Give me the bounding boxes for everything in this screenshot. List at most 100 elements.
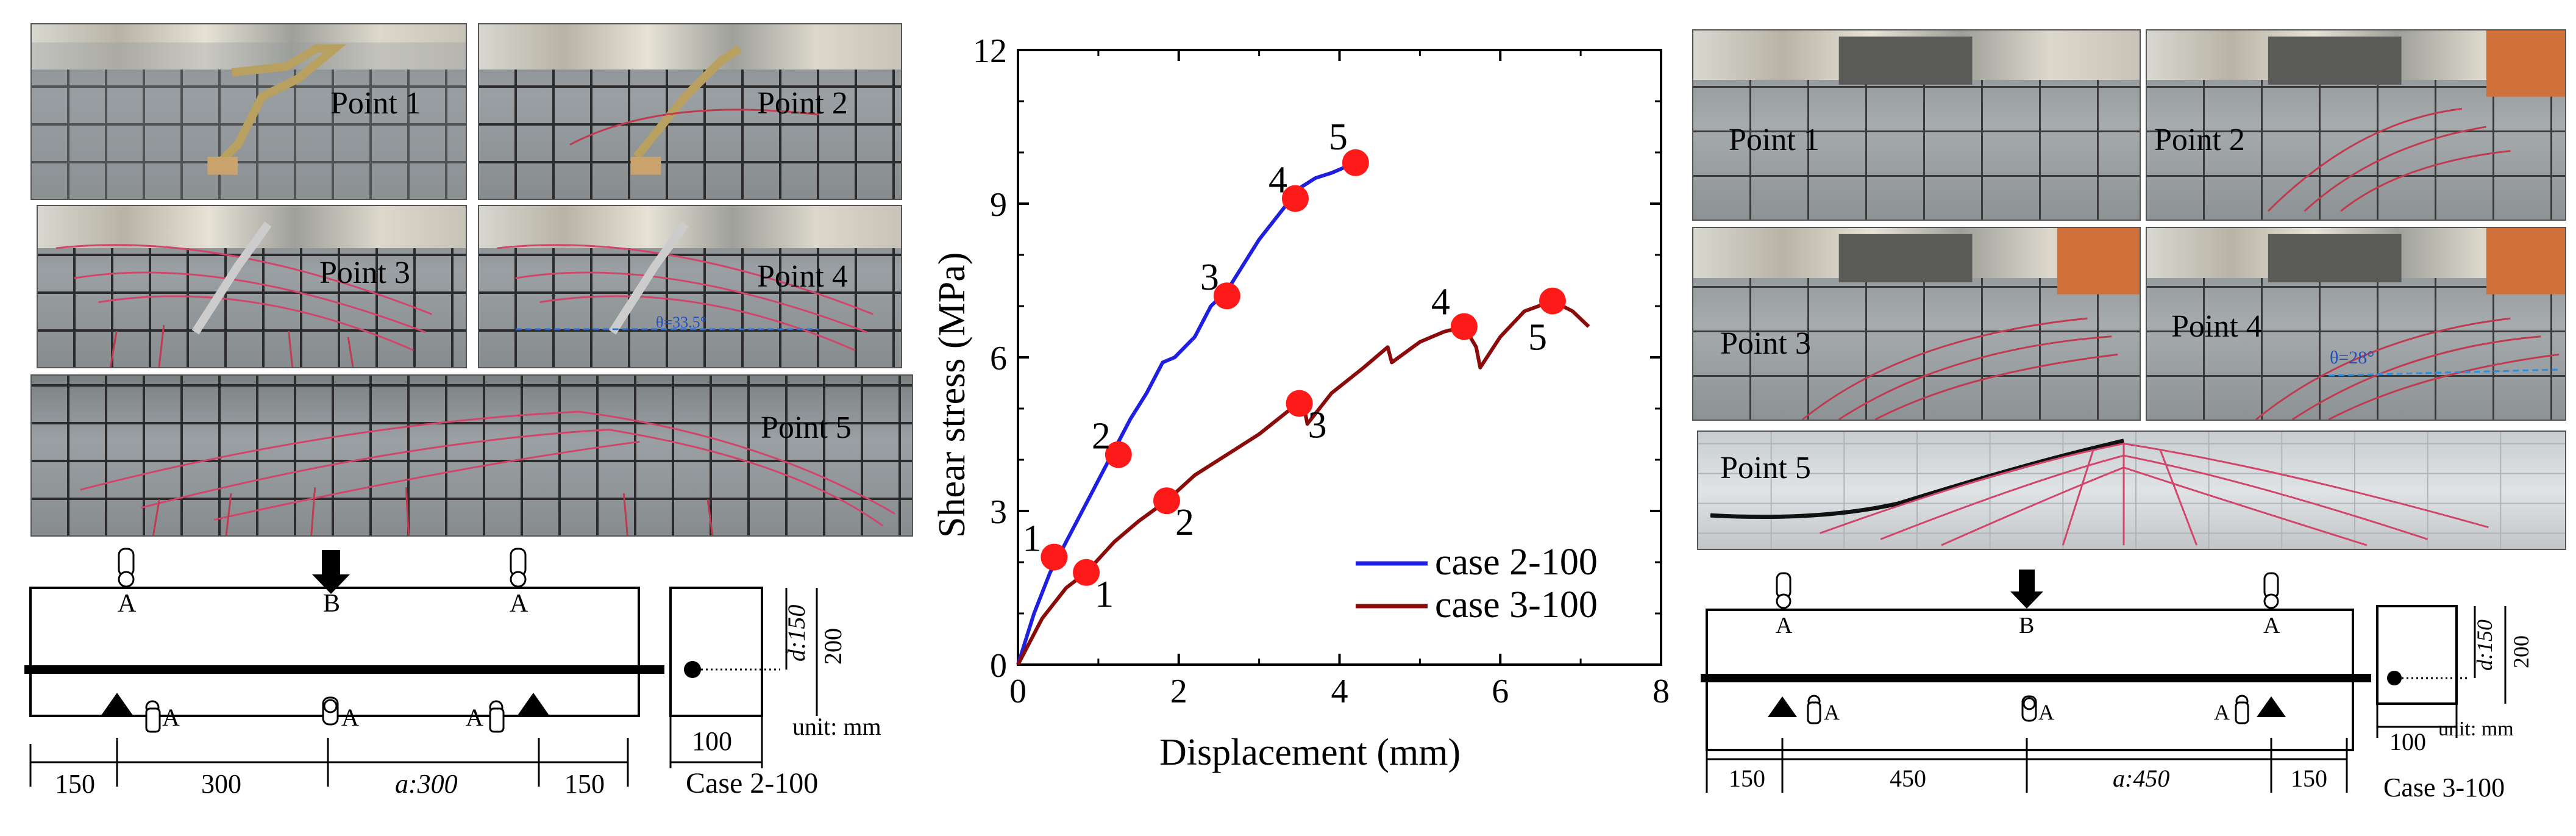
- chart-x-label: Displacement (mm): [1159, 732, 1461, 773]
- right-support-right: [2257, 696, 2286, 717]
- right-gauge-bottom-label-1: A: [1824, 700, 1840, 724]
- right-section-width: 100: [2389, 728, 2426, 756]
- right-photo-3-cracks: [1802, 228, 2140, 420]
- y-tick-label: 0: [990, 647, 1007, 685]
- left-gauge-top-2: [510, 548, 527, 588]
- point-label-case-2-100-2: 2: [1092, 416, 1111, 457]
- left-photo-5-label: Point 5: [761, 410, 852, 445]
- left-support-left: [100, 693, 134, 717]
- left-support-right: [516, 693, 550, 717]
- point-marker-case-3-100-5: [1539, 287, 1566, 315]
- right-gauge-top-label-1: A: [1776, 613, 1793, 638]
- right-support-left: [1768, 696, 1797, 717]
- x-tick-label: 6: [1492, 673, 1509, 710]
- point-marker-case-2-100-4: [1281, 185, 1309, 212]
- point-marker-case-2-100-1: [1041, 543, 1068, 571]
- right-gauge-top-label-2: B: [2019, 613, 2034, 638]
- left-dim-3: a:300: [395, 769, 458, 799]
- y-tick-label: 3: [990, 493, 1007, 531]
- y-tick-label: 6: [990, 340, 1007, 377]
- point-marker-case-2-100-5: [1342, 149, 1369, 176]
- left-photo-point-3: Point 3: [37, 205, 467, 368]
- right-photo-4-label: Point 4: [2171, 309, 2262, 344]
- left-photo-point-2: Point 2: [478, 23, 902, 200]
- right-dim-1: 150: [1729, 765, 1765, 792]
- point-label-case-3-100-1: 1: [1095, 574, 1114, 615]
- right-case-label: Case 3-100: [2383, 773, 2505, 802]
- right-photo-5-cracks: [1698, 432, 2565, 549]
- right-photo-1-cracks: [1838, 36, 1973, 85]
- point-label-case-3-100-5: 5: [1528, 317, 1547, 359]
- left-dim-1: 150: [55, 769, 95, 799]
- right-photo-2-cracks: [2267, 30, 2565, 212]
- point-marker-case-3-100-1: [1073, 559, 1100, 586]
- right-gauge-top-2: [2263, 572, 2279, 609]
- right-dimension-lines: [1706, 738, 2348, 793]
- right-photo-point-4: Point 4 θ=28°: [2146, 227, 2566, 421]
- right-dim-2: 450: [1890, 765, 1926, 792]
- left-case-label: Case 2-100: [686, 767, 818, 799]
- point-marker-case-3-100-2: [1153, 487, 1180, 515]
- left-section-box: [669, 587, 763, 717]
- legend-label-case-2-100: case 2-100: [1435, 541, 1598, 583]
- left-section-height: 200: [819, 628, 847, 665]
- left-photo-2-cracks: [569, 45, 819, 175]
- point-label-case-2-100-1: 1: [1022, 518, 1041, 560]
- right-photo-point-3: Point 3: [1692, 227, 2141, 421]
- left-angle-note: θ=33.5°: [656, 313, 707, 331]
- left-photo-1-cracks: [32, 42, 466, 199]
- right-gauge-top-label-3: A: [2263, 613, 2280, 638]
- y-tick-label: 12: [973, 32, 1007, 70]
- y-tick-label: 9: [990, 186, 1007, 224]
- x-tick-label: 2: [1170, 673, 1187, 710]
- right-dim-4: 150: [2291, 765, 2327, 792]
- right-photo-1-label: Point 1: [1729, 123, 1820, 157]
- left-gauge-bottom-2: [322, 696, 339, 726]
- left-gauge-bottom-1: [145, 700, 161, 733]
- left-gauge-top-label-2: B: [323, 590, 340, 618]
- left-gauge-bottom-label-3: A: [466, 704, 483, 731]
- left-dim-4: 150: [564, 769, 605, 799]
- left-dimension-lines: [29, 738, 629, 787]
- left-photo-2-label: Point 2: [757, 86, 848, 121]
- point-label-case-3-100-3: 3: [1308, 405, 1327, 446]
- left-gauge-top-label-1: A: [118, 590, 137, 618]
- left-gauge-bottom-3: [489, 700, 505, 733]
- left-photo-3-label: Point 3: [319, 255, 410, 290]
- legend-label-case-3-100: case 3-100: [1435, 584, 1598, 626]
- right-gauge-bottom-1: [1807, 695, 1821, 724]
- point-label-case-3-100-2: 2: [1175, 502, 1194, 543]
- left-photo-4-cracks: [497, 221, 873, 351]
- left-photo-3-cracks: [55, 221, 432, 367]
- left-photo-4-label: Point 4: [757, 259, 848, 294]
- left-dim-2: 300: [201, 769, 241, 799]
- left-section-bar: [684, 661, 701, 678]
- right-section-depth: d:150: [2472, 620, 2497, 671]
- point-marker-case-2-100-3: [1213, 282, 1240, 310]
- right-gauge-bottom-label-3: A: [2214, 700, 2230, 724]
- right-section-bar: [2387, 671, 2402, 685]
- right-section-height: 200: [2509, 635, 2533, 668]
- right-gauge-bottom-label-2: A: [2038, 700, 2054, 724]
- left-photo-point-4: Point 4 θ=33.5°: [478, 205, 902, 368]
- right-beam-diagram: A B A A A A 150 450 a:450 150 d:150 200 …: [1701, 570, 2533, 802]
- point-label-case-2-100-5: 5: [1329, 116, 1348, 158]
- left-beam-diagram: A B A A A A 150 300 a:300 150 d:150 200 …: [24, 548, 881, 799]
- right-photo-3-label: Point 3: [1720, 326, 1811, 361]
- series-line-case-3-100: [1016, 299, 1590, 666]
- right-gauge-bottom-2: [2021, 695, 2037, 722]
- left-photo-1-label: Point 1: [330, 86, 421, 121]
- left-unit-label: unit: mm: [792, 713, 881, 740]
- point-marker-case-2-100-2: [1105, 441, 1132, 468]
- right-photo-point-5: Point 5: [1697, 431, 2566, 550]
- left-load-arrow: [312, 550, 350, 594]
- left-gauge-bottom-label-2: A: [341, 704, 359, 731]
- right-load-arrow: [2010, 570, 2043, 609]
- x-tick-label: 4: [1331, 673, 1348, 710]
- chart-y-label: Shear stress (MPa): [931, 252, 973, 538]
- left-gauge-top-1: [118, 548, 135, 588]
- point-marker-case-3-100-4: [1450, 313, 1478, 340]
- left-gauge-top-label-3: A: [510, 590, 528, 618]
